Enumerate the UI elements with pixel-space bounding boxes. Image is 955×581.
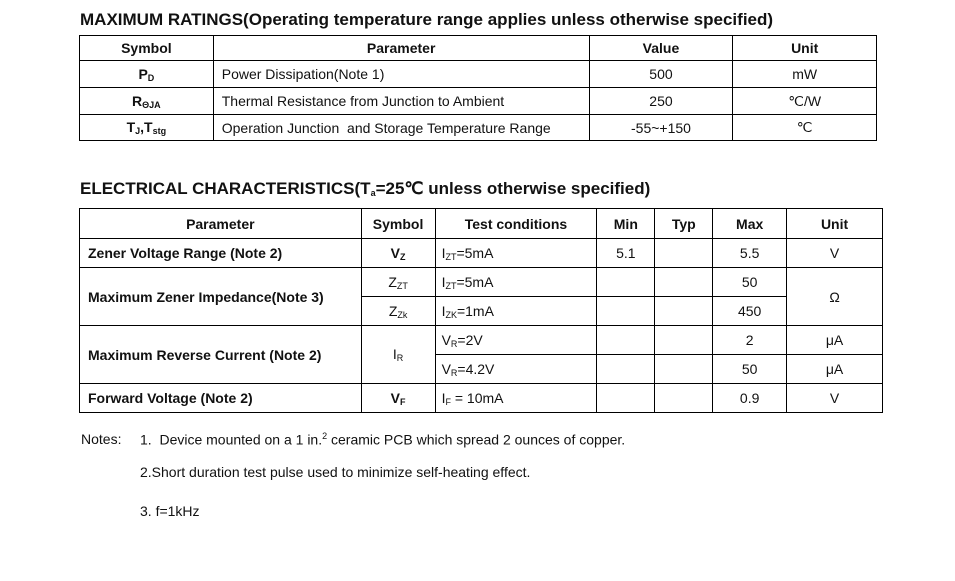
typ-cell bbox=[654, 296, 714, 326]
symbol-cell: ZZT bbox=[360, 267, 436, 297]
typ-cell bbox=[654, 238, 714, 268]
max-ratings-title: MAXIMUM RATINGS(Operating temperature ra… bbox=[80, 10, 774, 29]
note-3: 3. f=1kHz bbox=[140, 503, 200, 519]
col-header-unit: Unit bbox=[786, 208, 883, 239]
condition-cell: IF = 10mA bbox=[434, 383, 598, 413]
unit-cell: ℃ bbox=[732, 114, 877, 141]
max-cell: 5.5 bbox=[712, 238, 788, 268]
min-cell bbox=[596, 383, 656, 413]
min-cell bbox=[596, 296, 656, 326]
typ-cell bbox=[654, 383, 714, 413]
parameter-cell: Maximum Zener Impedance(Note 3) bbox=[79, 267, 362, 326]
condition-cell: IZT=5mA bbox=[434, 238, 598, 268]
table-row: Maximum Zener Impedance(Note 3) ZZT IZT=… bbox=[79, 267, 883, 326]
typ-cell bbox=[654, 354, 714, 384]
min-cell: 5.1 bbox=[596, 238, 656, 268]
col-header-value: Value bbox=[588, 35, 734, 61]
table-header-row: Parameter Symbol Test conditions Min Typ… bbox=[79, 208, 883, 239]
unit-cell: μA bbox=[786, 325, 883, 355]
condition-cell: IZK=1mA bbox=[434, 296, 598, 326]
max-cell: 0.9 bbox=[712, 383, 788, 413]
electrical-table: Parameter Symbol Test conditions Min Typ… bbox=[79, 208, 883, 413]
table-row: PD Power Dissipation(Note 1) 500 mW bbox=[79, 60, 877, 88]
unit-cell: Ω bbox=[786, 267, 883, 326]
note-1: 1. Device mounted on a 1 in.2 ceramic PC… bbox=[140, 431, 626, 448]
col-header-symbol: Symbol bbox=[79, 35, 214, 61]
symbol-cell: VF bbox=[360, 383, 436, 413]
max-cell: 450 bbox=[712, 296, 788, 326]
parameter-cell: Zener Voltage Range (Note 2) bbox=[79, 238, 362, 268]
max-cell: 2 bbox=[712, 325, 788, 355]
unit-cell: V bbox=[786, 238, 883, 268]
max-cell: 50 bbox=[712, 267, 788, 297]
col-header-max: Max bbox=[712, 208, 788, 239]
table-row: Forward Voltage (Note 2) VF IF = 10mA 0.… bbox=[79, 383, 883, 413]
condition-cell: VR=2V bbox=[434, 325, 598, 355]
table-row: VR=4.2V 50 μA bbox=[80, 354, 883, 384]
symbol-cell: PD bbox=[79, 60, 214, 88]
unit-cell: μA bbox=[786, 354, 883, 384]
typ-cell bbox=[654, 325, 714, 355]
max-ratings-table: Symbol Parameter Value Unit PD Power Dis… bbox=[79, 35, 877, 141]
col-header-symbol: Symbol bbox=[360, 208, 436, 239]
symbol-cell: VZ bbox=[360, 238, 436, 268]
col-header-test-conditions: Test conditions bbox=[434, 208, 598, 239]
symbol-cell: TJ,Tstg bbox=[79, 114, 214, 141]
min-cell bbox=[596, 325, 656, 355]
table-row: Zener Voltage Range (Note 2) VZ IZT=5mA … bbox=[79, 238, 883, 268]
value-cell: -55~+150 bbox=[588, 114, 734, 141]
notes-label: Notes: bbox=[81, 431, 122, 447]
condition-cell: IZT=5mA bbox=[434, 267, 598, 297]
value-cell: 500 bbox=[588, 60, 734, 88]
min-cell bbox=[596, 354, 656, 384]
col-header-unit: Unit bbox=[732, 35, 877, 61]
parameter-cell: Thermal Resistance from Junction to Ambi… bbox=[212, 87, 590, 115]
parameter-cell: Forward Voltage (Note 2) bbox=[79, 383, 362, 413]
col-header-min: Min bbox=[596, 208, 656, 239]
max-cell: 50 bbox=[712, 354, 788, 384]
note-2: 2.Short duration test pulse used to mini… bbox=[140, 464, 531, 480]
parameter-cell: Operation Junction and Storage Temperatu… bbox=[212, 114, 590, 141]
symbol-cell: RΘJA bbox=[79, 87, 214, 115]
table-row: TJ,Tstg Operation Junction and Storage T… bbox=[79, 114, 877, 141]
typ-cell bbox=[654, 267, 714, 297]
table-row: Maximum Reverse Current (Note 2) IR VR=2… bbox=[79, 325, 883, 384]
col-header-parameter: Parameter bbox=[79, 208, 362, 239]
col-header-typ: Typ bbox=[654, 208, 714, 239]
parameter-cell: Maximum Reverse Current (Note 2) bbox=[79, 325, 362, 384]
symbol-cell: IR bbox=[360, 325, 436, 384]
table-row: RΘJA Thermal Resistance from Junction to… bbox=[79, 87, 877, 115]
condition-cell: VR=4.2V bbox=[434, 354, 598, 384]
unit-cell: ℃/W bbox=[732, 87, 877, 115]
col-header-parameter: Parameter bbox=[212, 35, 590, 61]
unit-cell: mW bbox=[732, 60, 877, 88]
unit-cell: V bbox=[786, 383, 883, 413]
min-cell bbox=[596, 267, 656, 297]
parameter-cell: Power Dissipation(Note 1) bbox=[212, 60, 590, 88]
symbol-cell: ZZk bbox=[360, 296, 436, 326]
value-cell: 250 bbox=[588, 87, 734, 115]
table-header-row: Symbol Parameter Value Unit bbox=[79, 35, 877, 61]
electrical-title: ELECTRICAL CHARACTERISTICS(Ta=25℃ unless… bbox=[80, 179, 651, 198]
